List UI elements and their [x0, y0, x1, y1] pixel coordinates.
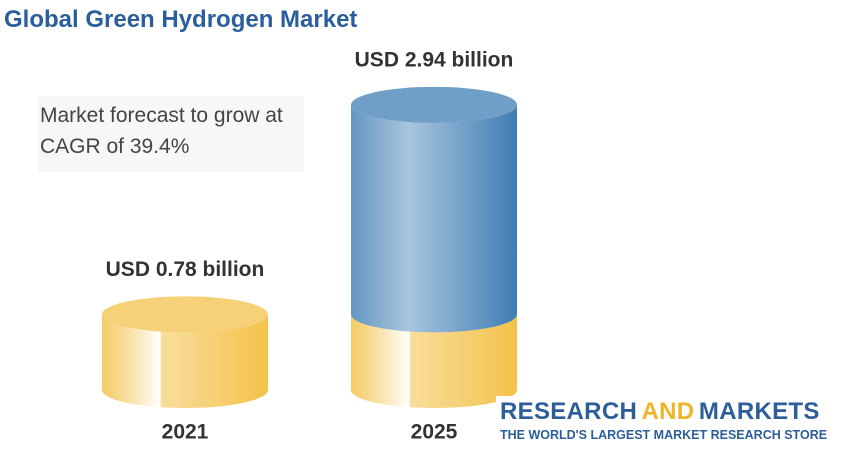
x-tick-label: 2025 — [411, 421, 458, 444]
cylinder-top — [102, 296, 268, 333]
logo-name: RESEARCH AND MARKETS — [500, 398, 848, 426]
chart-title: Global Green Hydrogen Market — [0, 4, 362, 36]
x-tick-label: 2021 — [162, 421, 209, 444]
logo-tagline: THE WORLD'S LARGEST MARKET RESEARCH STOR… — [500, 428, 828, 442]
cylinder-top — [351, 86, 517, 123]
cylinder-body — [351, 314, 517, 408]
logo-word: RESEARCH — [500, 398, 638, 425]
value-label: USD 2.94 billion — [355, 48, 514, 71]
value-label: USD 0.78 billion — [106, 258, 265, 281]
annotation: Market forecast to grow at CAGR of 39.4% — [38, 96, 304, 172]
logo: RESEARCH AND MARKETS THE WORLD'S LARGEST… — [496, 396, 852, 444]
cylinder-body — [351, 104, 517, 333]
logo-word: MARKETS — [698, 398, 820, 425]
logo-word: AND — [641, 398, 695, 425]
cylinder-body — [102, 314, 268, 408]
